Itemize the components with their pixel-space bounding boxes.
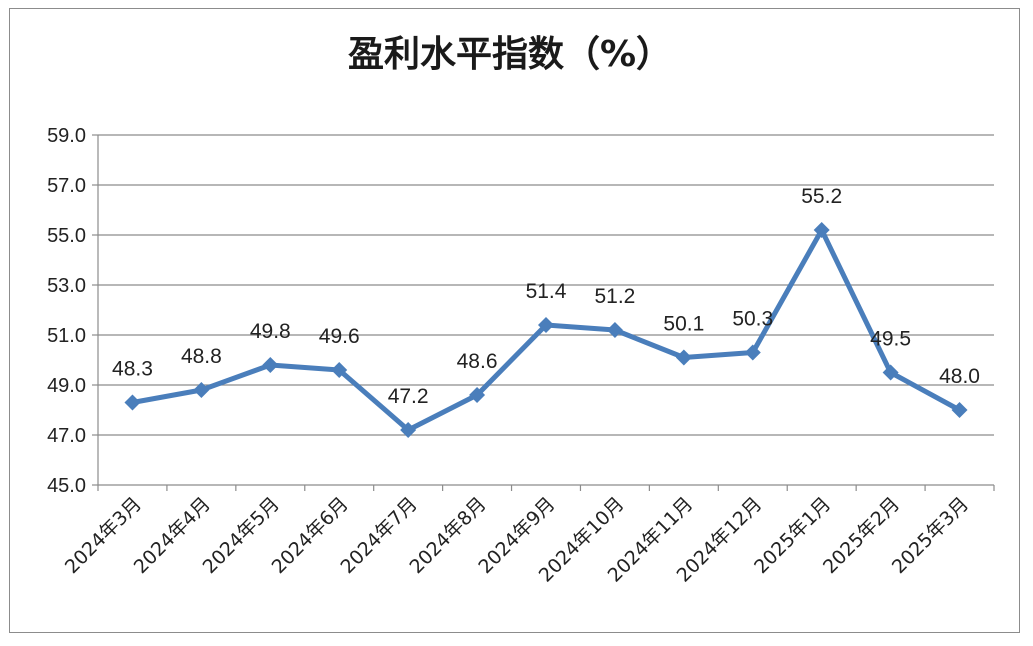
data-point-marker	[951, 402, 968, 418]
data-point-marker	[193, 382, 210, 398]
data-label: 49.8	[250, 320, 291, 343]
data-point-marker	[469, 387, 486, 403]
y-tick-label: 57.0	[47, 175, 86, 197]
data-labels: 48.3 48.8 49.8 49.6 47.2 48.6 51.4 51.2 50.1 50.3…	[112, 185, 980, 408]
data-point-marker	[606, 322, 623, 338]
data-point-marker	[882, 364, 899, 381]
data-label: 48.0	[939, 365, 980, 388]
data-point-marker	[124, 394, 141, 411]
data-label: 48.3	[112, 358, 153, 381]
data-point-marker	[331, 362, 348, 378]
y-tick-label: 55.0	[47, 225, 86, 247]
y-tick-label: 47.0	[47, 425, 86, 447]
data-label: 49.6	[319, 325, 360, 348]
x-tick-labels: 2024年3月2024年4月2024年5月2024年6月2024年7月2024年…	[61, 493, 973, 587]
y-tick-label: 53.0	[47, 275, 86, 297]
data-label: 50.1	[663, 313, 704, 336]
data-markers	[124, 222, 968, 438]
y-tick-label: 59.0	[47, 125, 86, 147]
gridlines	[92, 134, 994, 486]
chart-frame	[9, 8, 1020, 633]
chart-title: 盈利水平指数（%）	[348, 34, 672, 75]
axes	[97, 135, 995, 491]
data-label: 51.4	[526, 280, 567, 303]
y-tick-labels: 45.0 47.0 49.0 51.0 53.0 55.0 57.0 59.0	[47, 125, 86, 497]
data-point-marker	[675, 349, 692, 366]
y-tick-label: 45.0	[47, 475, 86, 497]
data-label: 47.2	[388, 385, 429, 408]
data-label: 48.6	[457, 350, 498, 373]
data-point-marker	[262, 357, 279, 373]
data-label: 49.5	[870, 328, 911, 351]
data-point-marker	[400, 422, 417, 438]
data-label: 50.3	[732, 308, 773, 331]
data-label: 51.2	[594, 285, 635, 308]
data-label: 55.2	[801, 185, 842, 208]
data-point-marker	[813, 222, 830, 238]
data-point-marker	[744, 344, 761, 361]
y-tick-label: 49.0	[47, 375, 86, 397]
y-tick-label: 51.0	[47, 325, 86, 347]
data-point-marker	[538, 317, 554, 333]
data-label: 48.8	[181, 345, 222, 368]
